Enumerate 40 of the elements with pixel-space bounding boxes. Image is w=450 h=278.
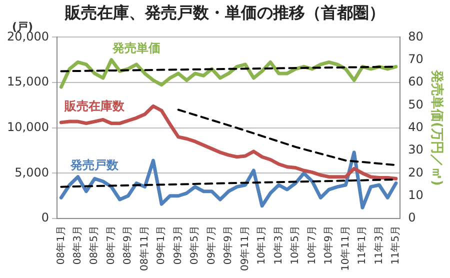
x-tick-label: 08年3月 [72,226,84,265]
y-tick-label: 5,000 [14,165,49,180]
x-tick-label: 08年5月 [88,226,100,265]
y2-tick-label: 50 [408,97,424,112]
x-tick-label: 08年9月 [122,226,134,265]
y2-tick-label: 70 [408,52,424,66]
x-tick-label: 09年1月 [155,226,168,265]
x-tick-label: 08年1月 [54,226,67,265]
y-tick-label: 10,000 [6,120,49,134]
x-tick-label: 10年5月 [289,226,302,265]
series-label: 発売戸数 [70,158,120,172]
y2-tick-label: 20 [408,165,424,180]
x-tick-label: 11年5月 [390,226,402,265]
x-tick-label: 09年7月 [205,226,218,265]
x-tick-label: 10年11月 [339,226,352,272]
x-tick-label: 08年7月 [104,226,117,265]
y2-tick-label: 40 [408,120,424,134]
series-label: 販売在庫数 [64,99,126,114]
y2-tick-label: 0 [408,210,416,225]
y-tick-label: 0 [41,210,49,225]
x-tick-label: 10年9月 [322,226,335,265]
chart-title: 販売在庫、発売戸数・単価の推移（首都圏） [64,2,385,22]
y2-tick-label: 60 [408,74,424,89]
x-tick-label: 09年9月 [222,226,234,265]
y2-tick-label: 10 [408,188,424,202]
y2-tick-label: 80 [408,29,424,44]
x-tick-label: 09年3月 [172,226,184,265]
line-series [177,108,397,166]
x-tick-label: 10年3月 [272,226,284,265]
y-tick-label: 15,000 [6,74,49,89]
x-tick-label: 10年1月 [256,226,268,265]
series-label: 発売単価 [111,40,160,55]
x-tick-label: 11年3月 [372,226,385,265]
x-tick-label: 09年11月 [238,226,251,272]
x-tick-label: 11年1月 [356,226,368,265]
x-tick-label: 08年11月 [138,226,150,272]
y2-tick-label: 30 [408,142,424,157]
x-tick-label: 10年7月 [306,226,318,265]
x-tick-label: 09年5月 [188,226,201,265]
y2-axis-title: 発売単価(万円／㎡) [428,68,444,186]
